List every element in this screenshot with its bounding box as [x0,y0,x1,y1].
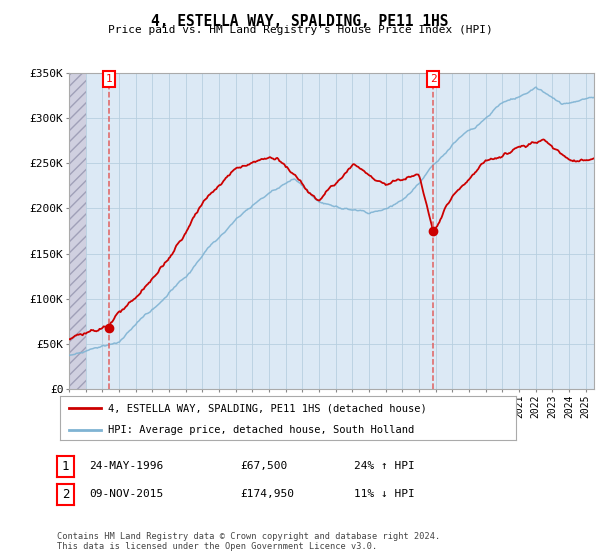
Text: 4, ESTELLA WAY, SPALDING, PE11 1HS (detached house): 4, ESTELLA WAY, SPALDING, PE11 1HS (deta… [108,403,427,413]
Text: 2: 2 [62,488,69,501]
Text: 24% ↑ HPI: 24% ↑ HPI [354,461,415,472]
Text: HPI: Average price, detached house, South Holland: HPI: Average price, detached house, Sout… [108,425,414,435]
Text: 11% ↓ HPI: 11% ↓ HPI [354,489,415,500]
Text: 1: 1 [62,460,69,473]
Text: £67,500: £67,500 [240,461,287,472]
Text: 4, ESTELLA WAY, SPALDING, PE11 1HS: 4, ESTELLA WAY, SPALDING, PE11 1HS [151,14,449,29]
Text: 1: 1 [105,74,112,84]
Text: £174,950: £174,950 [240,489,294,500]
Text: 24-MAY-1996: 24-MAY-1996 [89,461,163,472]
Text: 09-NOV-2015: 09-NOV-2015 [89,489,163,500]
Text: Price paid vs. HM Land Registry's House Price Index (HPI): Price paid vs. HM Land Registry's House … [107,25,493,35]
Text: 2: 2 [430,74,437,84]
Bar [69,73,86,389]
Text: Contains HM Land Registry data © Crown copyright and database right 2024.
This d: Contains HM Land Registry data © Crown c… [57,532,440,552]
